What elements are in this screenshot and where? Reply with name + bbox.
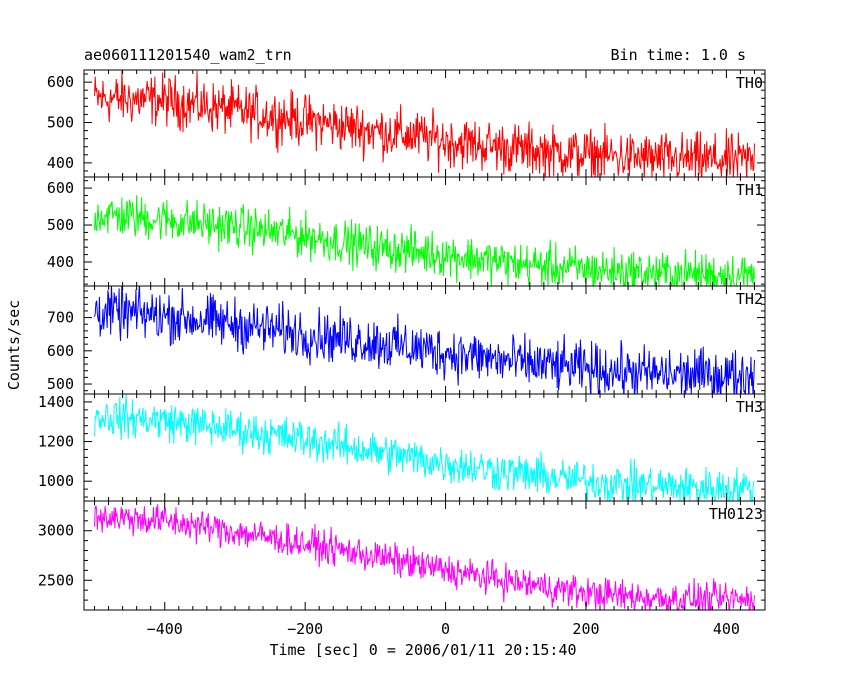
chart-title: ae060111201540_wam2_trn (84, 46, 292, 64)
y-tick-label: 2500 (38, 571, 74, 589)
x-tick-label: 400 (713, 620, 740, 638)
series-line-th1 (94, 195, 755, 286)
panel-label-th3: TH3 (736, 398, 763, 416)
y-tick-label: 700 (47, 309, 74, 327)
y-axis-label: Counts/sec (5, 300, 23, 390)
x-tick-label: −400 (147, 620, 183, 638)
y-tick-label: 1000 (38, 472, 74, 490)
y-tick-label: 1200 (38, 433, 74, 451)
y-tick-label: 1400 (38, 393, 74, 411)
x-tick-label: −200 (287, 620, 323, 638)
panel-label-th0123: TH0123 (709, 505, 763, 523)
series-line-th2 (94, 286, 755, 394)
panel-th0123: 2500 3000 TH0123 (38, 500, 766, 611)
y-tick-label: 400 (47, 253, 74, 271)
y-tick-label: 600 (47, 73, 74, 91)
y-tick-label: 3000 (38, 522, 74, 540)
panel-frame (83, 500, 766, 611)
y-tick-label: 600 (47, 342, 74, 360)
panel-th2: 500 600 700 TH2 (47, 285, 766, 395)
panel-th0: 400 500 600 TH0 (47, 69, 766, 178)
panel-frame (83, 176, 766, 287)
panels-group: 400 500 600 TH0 400 500 600 TH1 500 600 700 TH2 1000… (38, 69, 766, 638)
y-tick-label: 500 (47, 113, 74, 131)
x-axis-label: Time [sec] 0 = 2006/01/11 20:15:40 (269, 641, 576, 659)
panel-th1: 400 500 600 TH1 (47, 176, 766, 287)
panel-label-th2: TH2 (736, 290, 763, 308)
series-line-th0123 (94, 504, 755, 610)
panel-label-th1: TH1 (736, 181, 763, 199)
panel-label-th0: TH0 (736, 74, 763, 92)
y-tick-label: 500 (47, 375, 74, 393)
y-tick-label: 500 (47, 216, 74, 234)
series-line-th3 (94, 394, 755, 501)
x-tick-label: 0 (441, 620, 450, 638)
y-tick-label: 400 (47, 154, 74, 172)
x-tick-label: 200 (572, 620, 599, 638)
series-line-th0 (94, 70, 755, 177)
panel-th3: 1000 1200 1400 TH3 (38, 393, 766, 502)
bin-time-label: Bin time: 1.0 s (611, 46, 746, 64)
y-tick-label: 600 (47, 179, 74, 197)
